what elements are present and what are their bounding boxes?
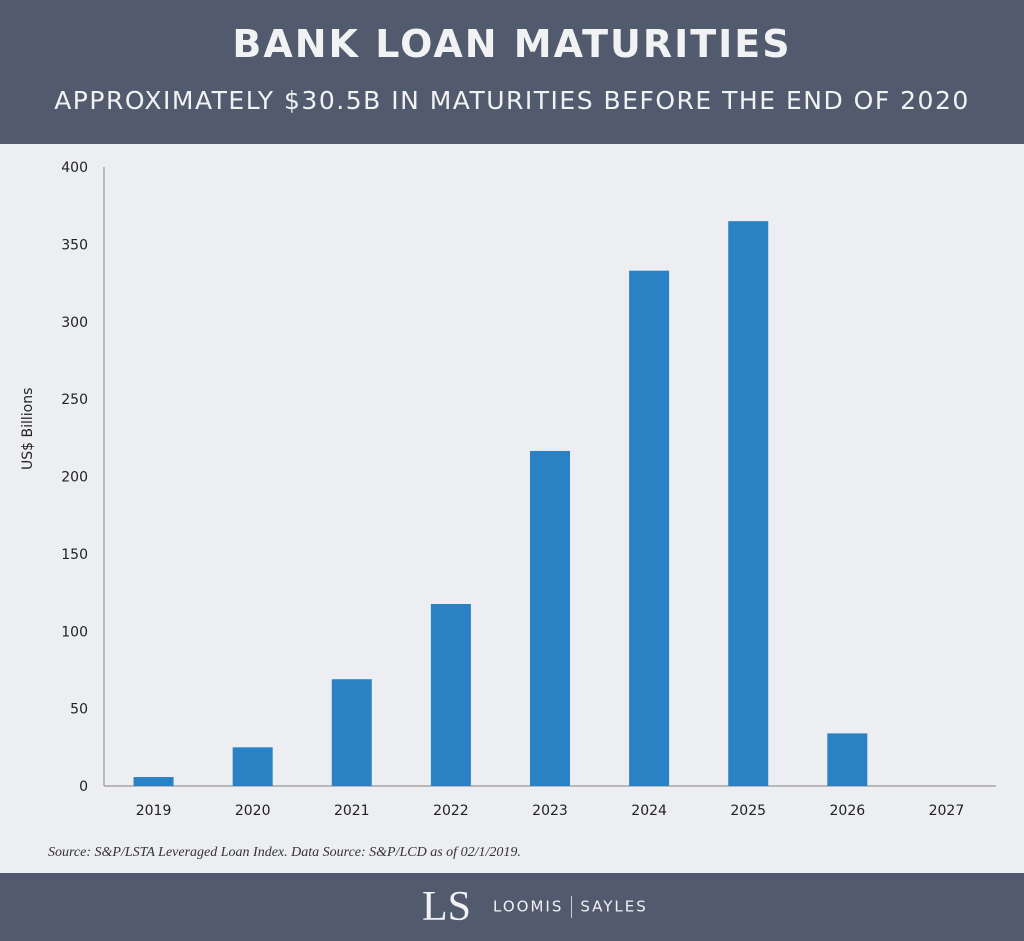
- bar-chart: 0 50 100 150 200 250 300 350 400 2019 2020 2021 2022…: [0, 144, 1024, 844]
- chart-header: BANK LOAN MATURITIES APPROXIMATELY $30.5…: [0, 0, 1024, 144]
- x-tick-label: 2023: [532, 803, 568, 819]
- y-tick-label: 250: [61, 392, 88, 408]
- bar-2021: [331, 679, 372, 786]
- chart-plot: 0 50 100 150 200 250 300 350 400 2019 2020 2021 2022…: [61, 160, 996, 819]
- x-tick-label: 2020: [235, 803, 271, 819]
- bar-2024: [629, 270, 670, 786]
- x-tick-label: 2022: [433, 803, 469, 819]
- source-note: Source: S&P/LSTA Leveraged Loan Index. D…: [48, 845, 521, 860]
- y-tick-label: 300: [61, 315, 88, 331]
- logo-left-text: LOOMIS: [493, 897, 564, 916]
- x-tick-label: 2026: [830, 803, 866, 819]
- y-tick-label: 100: [61, 624, 88, 640]
- x-tick-label: 2027: [929, 803, 965, 819]
- logo-right-text: SAYLES: [580, 897, 648, 916]
- y-tick-label: 50: [70, 702, 88, 718]
- logo-wordmark: LOOMIS SAYLES: [493, 896, 648, 918]
- logo-separator: [571, 896, 573, 918]
- x-tick-label: 2021: [334, 803, 370, 819]
- x-tick-label: 2024: [631, 803, 667, 819]
- bar-2023: [530, 450, 570, 786]
- y-tick-label: 400: [61, 160, 88, 176]
- bar-2022: [430, 604, 471, 786]
- loomis-sayles-logo: LS LOOMIS SAYLES: [422, 881, 648, 933]
- ls-monogram-icon: LS: [422, 884, 472, 930]
- bar-2020: [232, 747, 273, 786]
- y-axis-label: US$ Billions: [20, 387, 36, 470]
- x-tick-label: 2025: [730, 803, 766, 819]
- bar-2026: [827, 733, 868, 786]
- y-tick-label: 0: [79, 779, 88, 795]
- x-tick-label: 2019: [136, 803, 172, 819]
- y-tick-label: 350: [61, 237, 88, 253]
- y-tick-label: 200: [61, 470, 88, 486]
- bar-2019: [133, 777, 174, 786]
- footer-bar: LS LOOMIS SAYLES: [0, 873, 1024, 941]
- chart-title: BANK LOAN MATURITIES: [232, 22, 792, 66]
- chart-subtitle: APPROXIMATELY $30.5B IN MATURITIES BEFOR…: [54, 86, 970, 115]
- bar-2025: [728, 221, 769, 787]
- y-tick-label: 150: [61, 547, 88, 563]
